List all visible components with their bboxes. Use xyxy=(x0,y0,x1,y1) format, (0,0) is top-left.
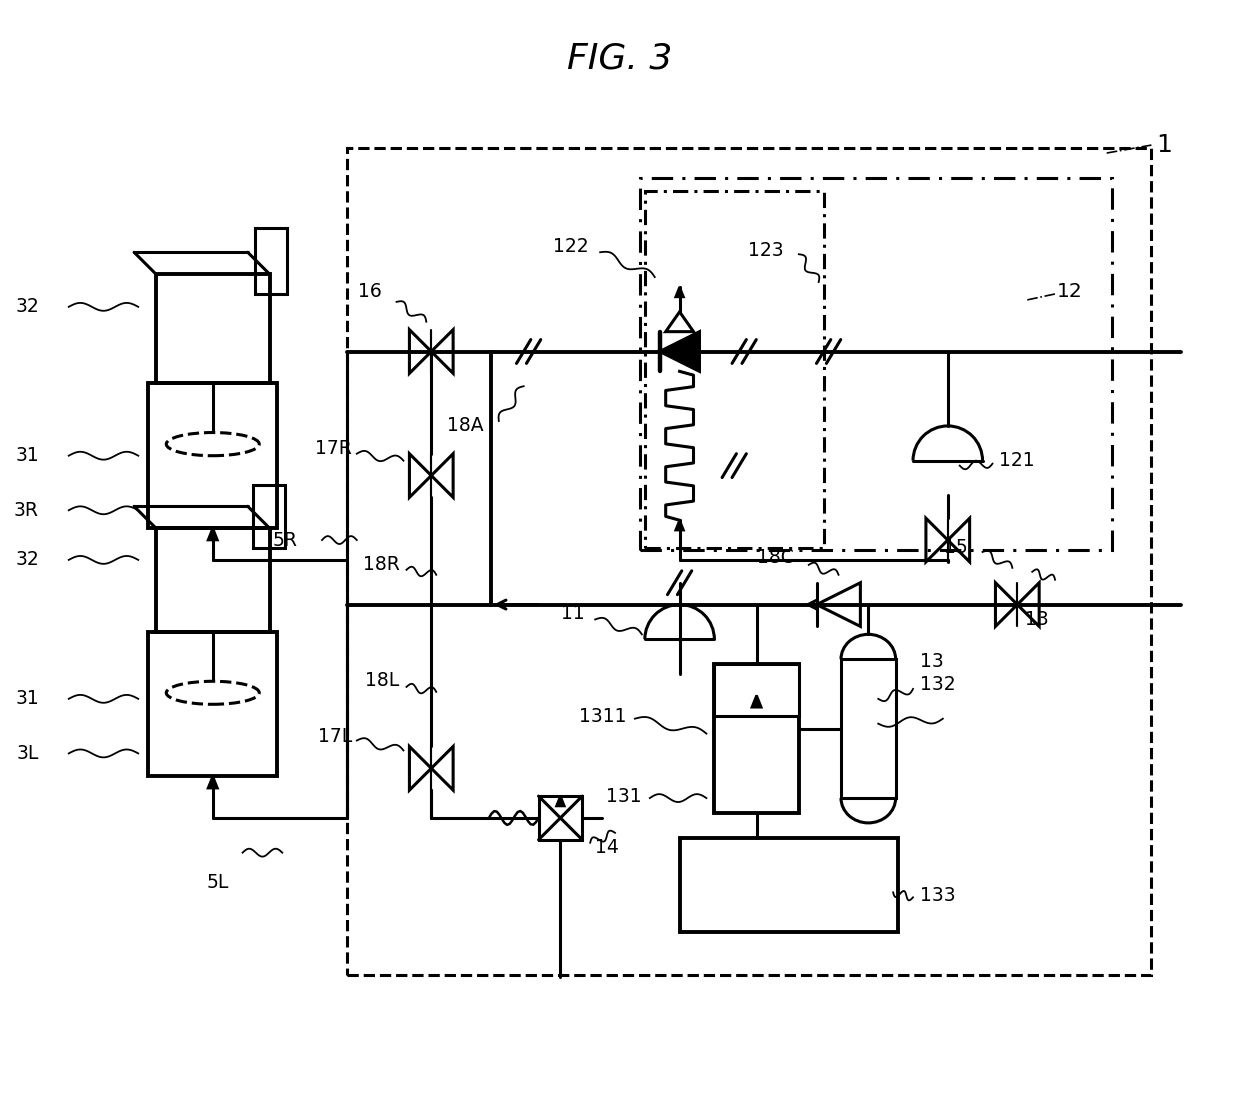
Polygon shape xyxy=(660,332,699,372)
Polygon shape xyxy=(676,287,683,297)
Bar xyxy=(680,837,898,932)
Text: 14: 14 xyxy=(595,838,619,857)
Bar xyxy=(253,486,285,548)
Polygon shape xyxy=(557,796,564,806)
Text: 121: 121 xyxy=(999,452,1035,470)
Bar xyxy=(640,178,1112,550)
Text: 32: 32 xyxy=(15,550,38,570)
Text: 18A: 18A xyxy=(448,416,484,435)
Text: 18R: 18R xyxy=(362,556,399,574)
Text: FIG. 3: FIG. 3 xyxy=(568,42,672,76)
Ellipse shape xyxy=(166,433,259,456)
Polygon shape xyxy=(676,521,683,530)
Text: 3R: 3R xyxy=(14,501,38,520)
Text: 5R: 5R xyxy=(273,530,298,549)
Text: 11: 11 xyxy=(562,604,585,623)
Text: 18L: 18L xyxy=(366,672,399,690)
Text: 31: 31 xyxy=(15,689,38,708)
Bar xyxy=(538,796,583,840)
Bar xyxy=(347,148,1152,974)
Bar xyxy=(149,384,278,528)
Text: 12: 12 xyxy=(1056,283,1083,301)
Text: 122: 122 xyxy=(553,237,588,255)
Text: 16: 16 xyxy=(358,283,382,301)
Text: 17R: 17R xyxy=(315,439,352,458)
Text: 32: 32 xyxy=(15,297,38,317)
Text: 133: 133 xyxy=(920,886,956,905)
Text: 1311: 1311 xyxy=(579,707,627,727)
Bar xyxy=(714,664,799,813)
Bar xyxy=(645,191,823,548)
Text: 131: 131 xyxy=(606,787,642,806)
Text: 31: 31 xyxy=(15,446,38,465)
Text: 13: 13 xyxy=(1025,610,1049,629)
Text: 132: 132 xyxy=(920,675,956,695)
Text: 17L: 17L xyxy=(317,727,352,746)
Bar xyxy=(156,528,269,632)
Polygon shape xyxy=(208,776,217,788)
Bar xyxy=(149,632,278,776)
Text: 5L: 5L xyxy=(207,872,229,892)
Text: 18C: 18C xyxy=(758,548,794,568)
Polygon shape xyxy=(751,695,761,707)
Text: 15: 15 xyxy=(944,537,967,557)
Text: 13: 13 xyxy=(920,652,944,671)
Bar xyxy=(156,274,269,384)
Text: 1: 1 xyxy=(1157,133,1172,157)
Ellipse shape xyxy=(166,682,259,705)
Polygon shape xyxy=(208,528,217,540)
Bar xyxy=(255,228,288,294)
Text: 123: 123 xyxy=(748,241,784,260)
Bar xyxy=(714,664,799,716)
Text: 3L: 3L xyxy=(16,744,38,763)
Bar xyxy=(841,659,895,798)
